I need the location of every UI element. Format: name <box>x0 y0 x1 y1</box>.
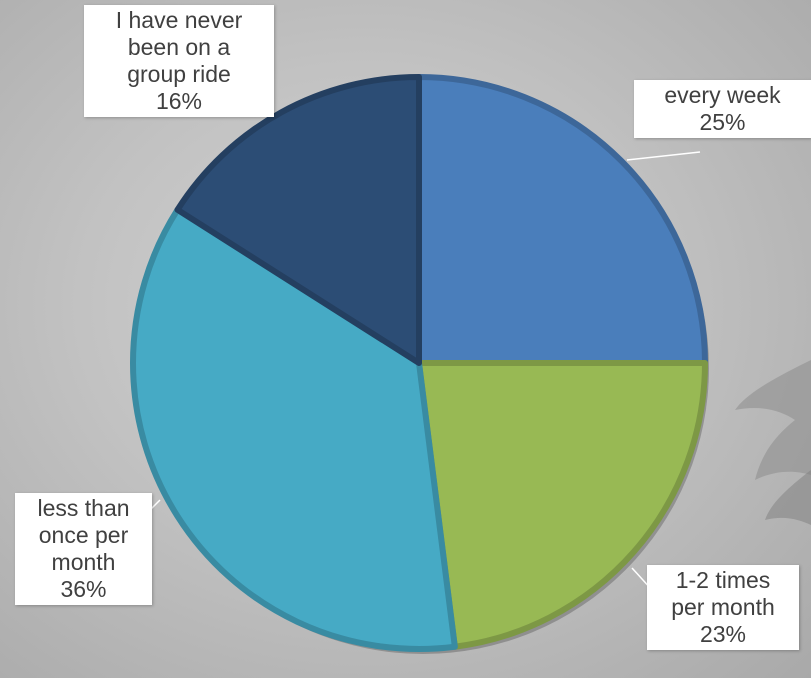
slice-label: month <box>51 549 116 575</box>
slice-label: per month <box>671 594 775 620</box>
leader-line-0 <box>626 151 701 161</box>
pie-slice-3 <box>174 74 422 366</box>
slice-label: been on a <box>127 34 231 60</box>
slice-label: 1-2 times <box>675 567 771 593</box>
pie-slice-1 <box>416 360 708 650</box>
slice-value: 16% <box>155 88 203 114</box>
callout-i-have-never-been-on-a-group-ride: I have never been on a group ride 16% <box>84 5 274 117</box>
pie-slice-0 <box>416 74 708 366</box>
pie-slices <box>130 74 709 654</box>
slice-label: group ride <box>127 61 231 87</box>
pie-slice-2 <box>130 206 458 652</box>
callout-less-than-once-per-month: less than once per month 36% <box>15 493 152 605</box>
callout-1-2-times-per-month: 1-2 times per month 23% <box>647 565 799 650</box>
slice-label: I have never <box>115 7 243 33</box>
slice-label: once per <box>38 522 129 548</box>
callout-every-week: every week 25% <box>634 80 811 138</box>
slice-value: 25% <box>699 109 746 135</box>
slice-value: 23% <box>699 621 747 647</box>
slice-label: less than <box>37 495 130 521</box>
slice-value: 36% <box>60 576 107 602</box>
slice-label: every week <box>664 82 781 108</box>
